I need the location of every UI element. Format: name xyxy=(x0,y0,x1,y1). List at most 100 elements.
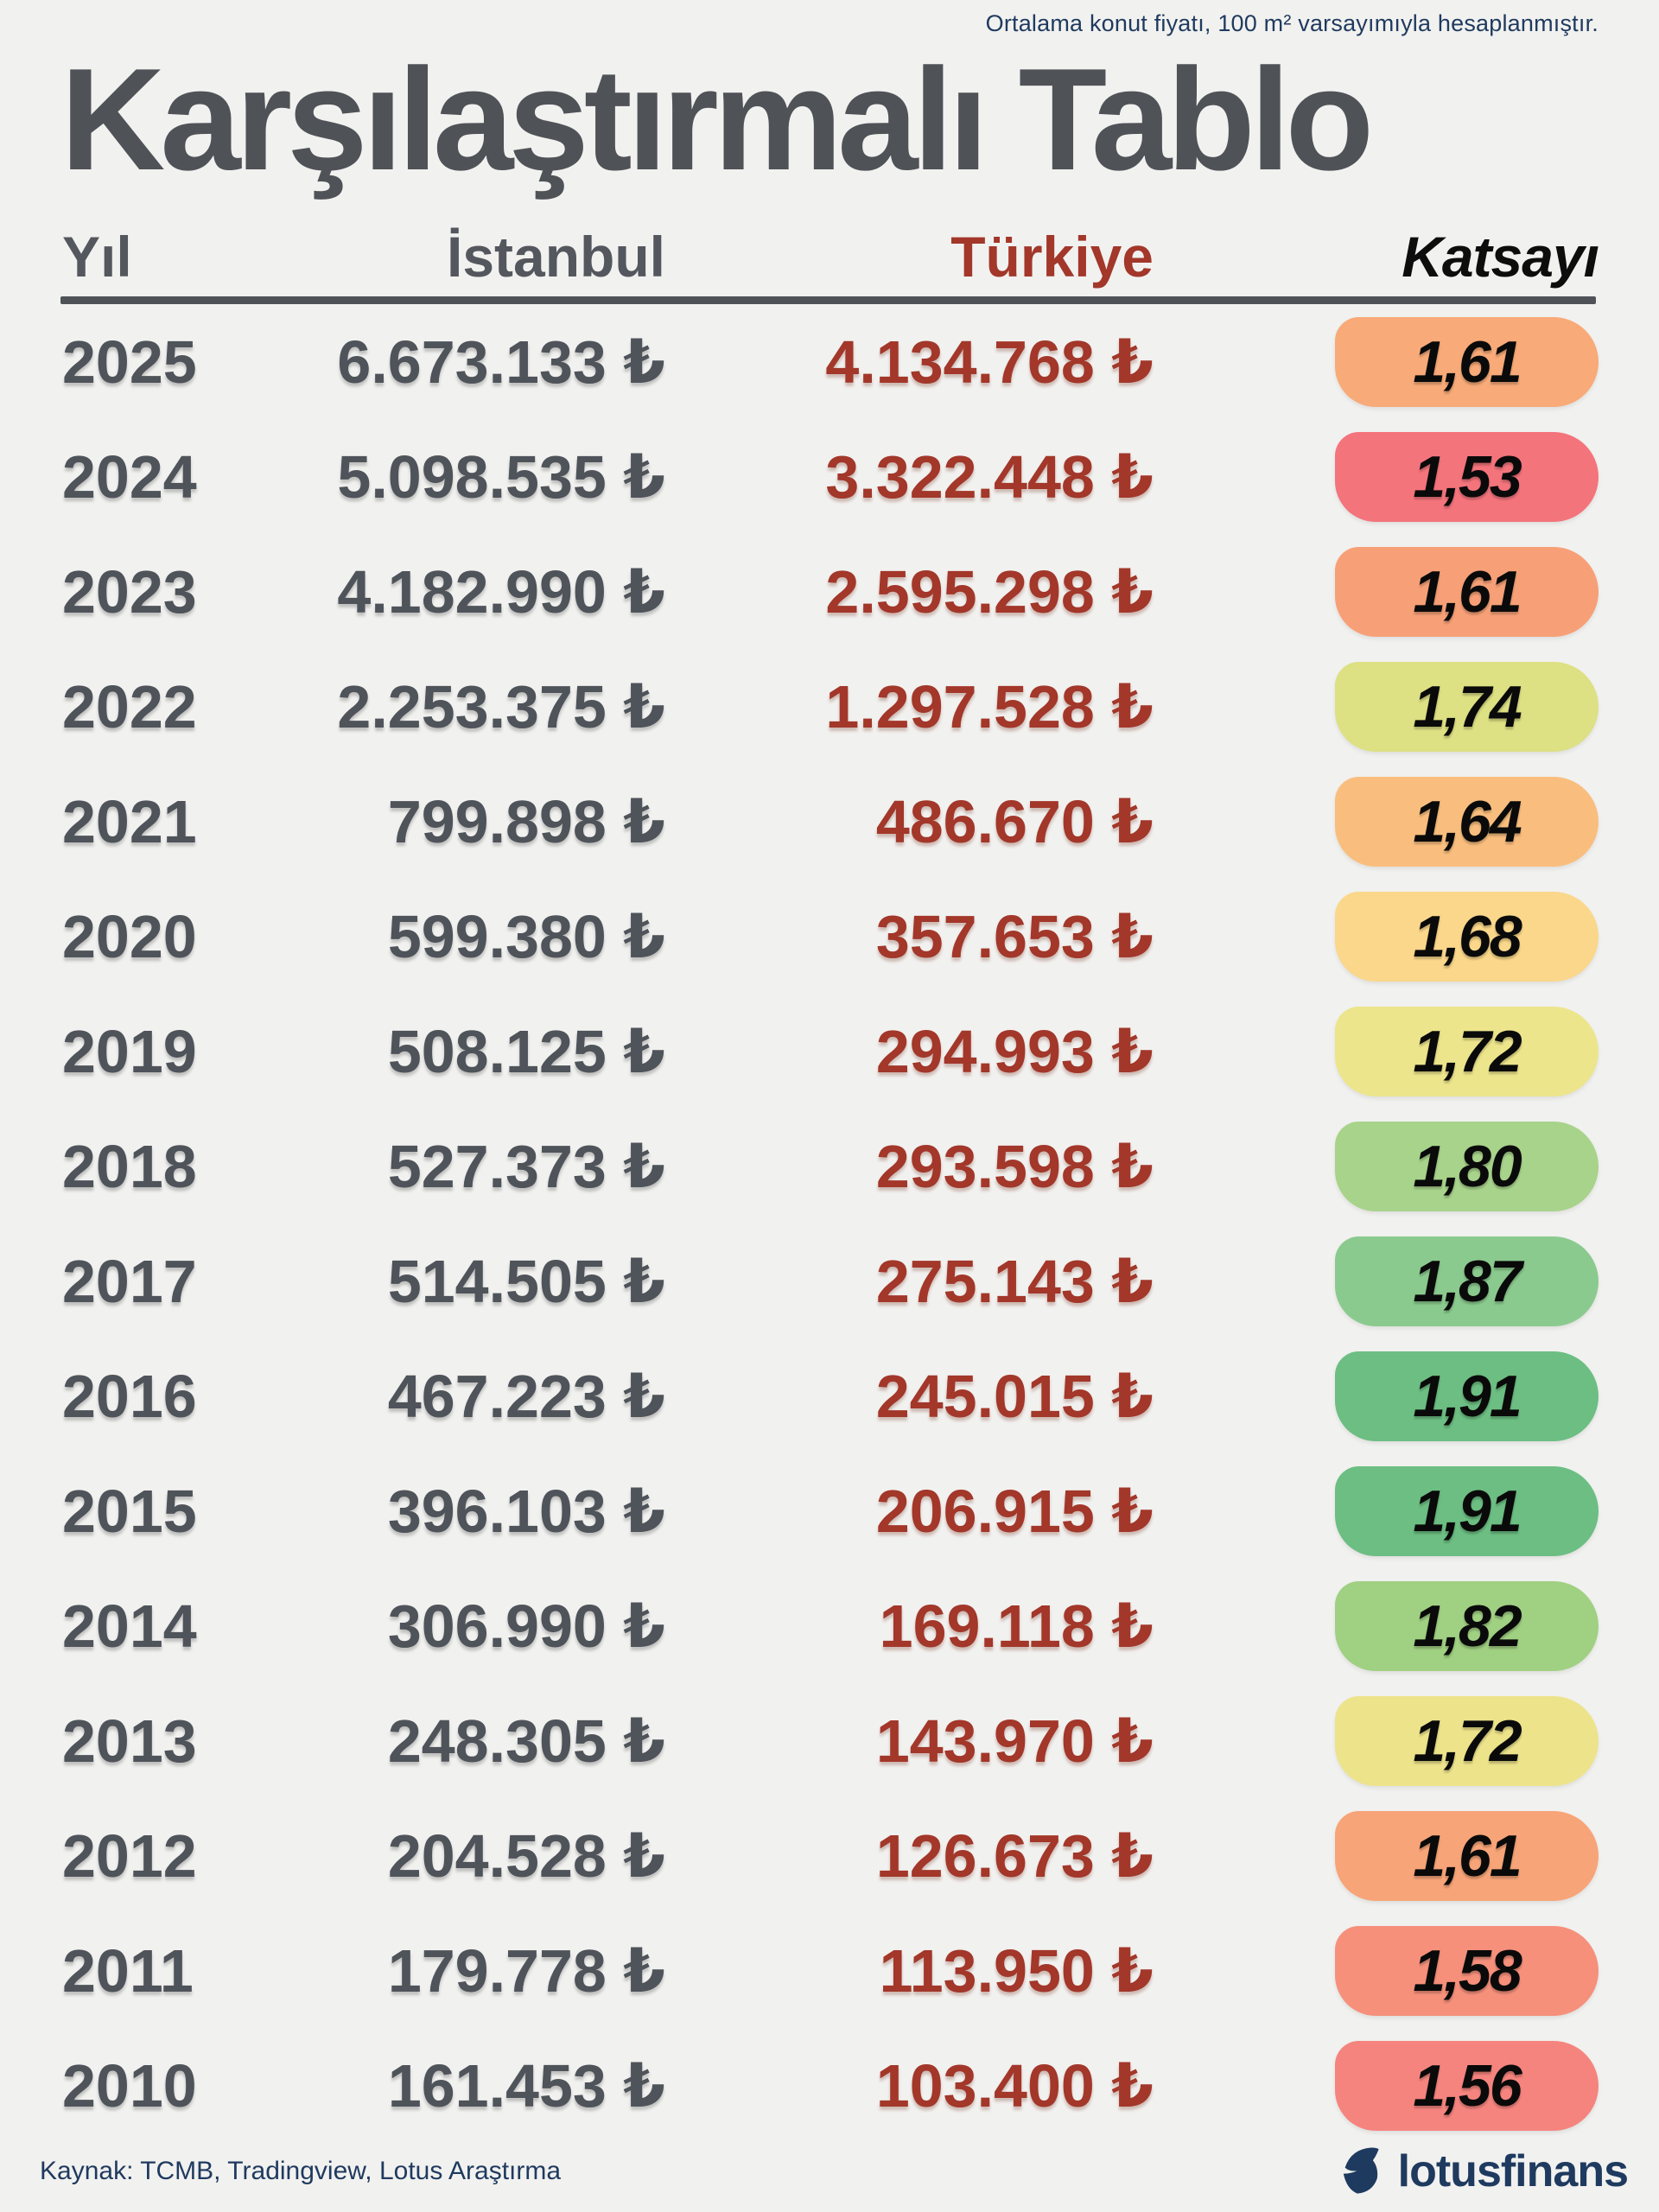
katsayi-cell: 1,68 xyxy=(1154,891,1599,982)
table-row: 2010 161.453 ₺ 103.400 ₺ 1,56 xyxy=(0,2028,1659,2143)
year-cell: 2015 xyxy=(62,1477,197,1545)
katsayi-badge: 1,82 xyxy=(1335,1580,1599,1671)
katsayi-badge: 1,91 xyxy=(1335,1351,1599,1441)
page-title: Karşılaştırmalı Tablo xyxy=(60,38,1374,200)
katsayi-badge: 1,87 xyxy=(1335,1236,1599,1326)
table-row: 2013 248.305 ₺ 143.970 ₺ 1,72 xyxy=(0,1683,1659,1798)
katsayi-cell: 1,87 xyxy=(1154,1236,1599,1326)
source-text: Kaynak: TCMB, Tradingview, Lotus Araştır… xyxy=(40,2157,562,2185)
turkiye-value: 2.595.298 ₺ xyxy=(825,557,1154,626)
table-row: 2012 204.528 ₺ 126.673 ₺ 1,61 xyxy=(0,1798,1659,1913)
header-turkiye: Türkiye xyxy=(950,225,1154,289)
year-cell: 2020 xyxy=(62,902,197,970)
katsayi-badge: 1,61 xyxy=(1335,546,1599,637)
katsayi-cell: 1,72 xyxy=(1154,1695,1599,1786)
table-row: 2020 599.380 ₺ 357.653 ₺ 1,68 xyxy=(0,879,1659,994)
table-body: 2025 6.673.133 ₺ 4.134.768 ₺ 1,61 2024 5… xyxy=(0,304,1659,2143)
year-cell: 2022 xyxy=(62,672,197,741)
table-row: 2011 179.778 ₺ 113.950 ₺ 1,58 xyxy=(0,1913,1659,2028)
table-row: 2018 527.373 ₺ 293.598 ₺ 1,80 xyxy=(0,1109,1659,1224)
turkiye-value: 275.143 ₺ xyxy=(875,1247,1154,1315)
istanbul-value: 799.898 ₺ xyxy=(387,787,665,855)
turkiye-value: 293.598 ₺ xyxy=(875,1132,1154,1200)
brand-logo: lotusfinans xyxy=(1336,2143,1629,2200)
katsayi-badge: 1,68 xyxy=(1335,891,1599,982)
istanbul-value: 306.990 ₺ xyxy=(387,1592,665,1660)
katsayi-badge: 1,74 xyxy=(1335,661,1599,752)
istanbul-value: 248.305 ₺ xyxy=(387,1707,665,1775)
katsayi-badge: 1,56 xyxy=(1335,2040,1599,2131)
katsayi-cell: 1,91 xyxy=(1154,1351,1599,1441)
turkiye-value: 245.015 ₺ xyxy=(875,1362,1154,1430)
table-row: 2016 467.223 ₺ 245.015 ₺ 1,91 xyxy=(0,1338,1659,1453)
istanbul-value: 467.223 ₺ xyxy=(387,1362,665,1430)
istanbul-value: 161.453 ₺ xyxy=(387,2051,665,2120)
katsayi-cell: 1,61 xyxy=(1154,546,1599,637)
header-year: Yıl xyxy=(62,225,132,289)
katsayi-badge: 1,53 xyxy=(1335,431,1599,522)
istanbul-value: 527.373 ₺ xyxy=(387,1132,665,1200)
istanbul-value: 4.182.990 ₺ xyxy=(337,557,665,626)
table-row: 2017 514.505 ₺ 275.143 ₺ 1,87 xyxy=(0,1224,1659,1338)
turkiye-value: 3.322.448 ₺ xyxy=(825,442,1154,511)
year-cell: 2023 xyxy=(62,557,197,626)
table-row: 2023 4.182.990 ₺ 2.595.298 ₺ 1,61 xyxy=(0,534,1659,649)
istanbul-value: 5.098.535 ₺ xyxy=(337,442,665,511)
year-cell: 2012 xyxy=(62,1821,197,1890)
turkiye-value: 126.673 ₺ xyxy=(875,1821,1154,1890)
turkiye-value: 4.134.768 ₺ xyxy=(825,327,1154,396)
turkiye-value: 294.993 ₺ xyxy=(875,1017,1154,1085)
turkiye-value: 143.970 ₺ xyxy=(875,1707,1154,1775)
katsayi-badge: 1,72 xyxy=(1335,1006,1599,1096)
istanbul-value: 204.528 ₺ xyxy=(387,1821,665,1890)
table-row: 2019 508.125 ₺ 294.993 ₺ 1,72 xyxy=(0,994,1659,1109)
katsayi-cell: 1,91 xyxy=(1154,1465,1599,1556)
header-katsayi: Katsayı xyxy=(1402,225,1599,289)
year-cell: 2016 xyxy=(62,1362,197,1430)
katsayi-badge: 1,91 xyxy=(1335,1465,1599,1556)
katsayi-cell: 1,56 xyxy=(1154,2040,1599,2131)
header-divider xyxy=(60,296,1596,304)
year-cell: 2025 xyxy=(62,327,197,396)
katsayi-cell: 1,61 xyxy=(1154,1810,1599,1901)
turkiye-value: 113.950 ₺ xyxy=(879,1936,1154,2005)
katsayi-cell: 1,80 xyxy=(1154,1121,1599,1211)
year-cell: 2019 xyxy=(62,1017,197,1085)
turkiye-value: 357.653 ₺ xyxy=(875,902,1154,970)
table-row: 2015 396.103 ₺ 206.915 ₺ 1,91 xyxy=(0,1453,1659,1568)
year-cell: 2014 xyxy=(62,1592,197,1660)
table-row: 2022 2.253.375 ₺ 1.297.528 ₺ 1,74 xyxy=(0,649,1659,764)
istanbul-value: 2.253.375 ₺ xyxy=(337,672,665,741)
istanbul-value: 396.103 ₺ xyxy=(387,1477,665,1545)
katsayi-cell: 1,82 xyxy=(1154,1580,1599,1671)
katsayi-badge: 1,61 xyxy=(1335,316,1599,407)
year-cell: 2021 xyxy=(62,787,197,855)
table-row: 2025 6.673.133 ₺ 4.134.768 ₺ 1,61 xyxy=(0,304,1659,419)
katsayi-cell: 1,72 xyxy=(1154,1006,1599,1096)
header-istanbul: İstanbul xyxy=(446,225,665,289)
istanbul-value: 179.778 ₺ xyxy=(387,1936,665,2005)
year-cell: 2010 xyxy=(62,2051,197,2120)
year-cell: 2013 xyxy=(62,1707,197,1775)
katsayi-badge: 1,61 xyxy=(1335,1810,1599,1901)
istanbul-value: 514.505 ₺ xyxy=(387,1247,665,1315)
katsayi-badge: 1,58 xyxy=(1335,1925,1599,2016)
table-row: 2014 306.990 ₺ 169.118 ₺ 1,82 xyxy=(0,1568,1659,1683)
katsayi-cell: 1,53 xyxy=(1154,431,1599,522)
katsayi-cell: 1,58 xyxy=(1154,1925,1599,2016)
istanbul-value: 6.673.133 ₺ xyxy=(337,327,665,396)
assumption-note: Ortalama konut fiyatı, 100 m² varsayımıy… xyxy=(985,10,1599,36)
turkiye-value: 486.670 ₺ xyxy=(875,787,1154,855)
table-row: 2021 799.898 ₺ 486.670 ₺ 1,64 xyxy=(0,764,1659,879)
brand-name: lotusfinans xyxy=(1397,2146,1629,2196)
turkiye-value: 169.118 ₺ xyxy=(879,1592,1154,1660)
lotus-leaf-icon xyxy=(1343,2147,1379,2194)
turkiye-value: 1.297.528 ₺ xyxy=(825,672,1154,741)
year-cell: 2017 xyxy=(62,1247,197,1315)
katsayi-cell: 1,64 xyxy=(1154,776,1599,867)
table-row: 2024 5.098.535 ₺ 3.322.448 ₺ 1,53 xyxy=(0,419,1659,534)
katsayi-badge: 1,72 xyxy=(1335,1695,1599,1786)
istanbul-value: 508.125 ₺ xyxy=(387,1017,665,1085)
katsayi-cell: 1,74 xyxy=(1154,661,1599,752)
